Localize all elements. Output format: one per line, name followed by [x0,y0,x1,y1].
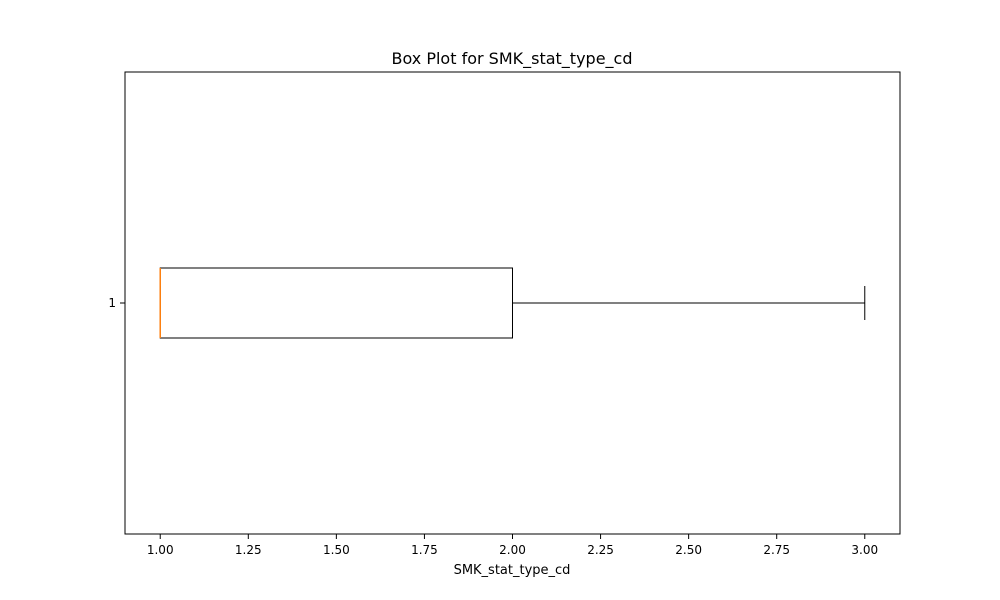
chart-title: Box Plot for SMK_stat_type_cd [392,49,633,69]
iqr-box [159,267,514,339]
x-tick-label: 1.00 [147,543,174,557]
x-tick-label: 2.00 [499,543,526,557]
x-axis-label: SMK_stat_type_cd [454,563,571,578]
x-tick-label: 1.25 [235,543,262,557]
x-tick-label: 2.75 [763,543,790,557]
x-tick-label: 3.00 [851,543,878,557]
x-tick-label: 1.75 [411,543,438,557]
y-axis-ticks: 1 [108,296,125,310]
x-tick-label: 2.50 [675,543,702,557]
x-tick-label: 1.50 [323,543,350,557]
y-tick-label: 1 [108,296,116,310]
x-tick-label: 2.25 [587,543,614,557]
plot-frame [124,71,901,535]
x-axis-ticks: 1.00 1.25 1.50 1.75 2.00 2.25 2.50 2.75 3.00 [147,534,878,557]
plot-area [159,267,866,339]
